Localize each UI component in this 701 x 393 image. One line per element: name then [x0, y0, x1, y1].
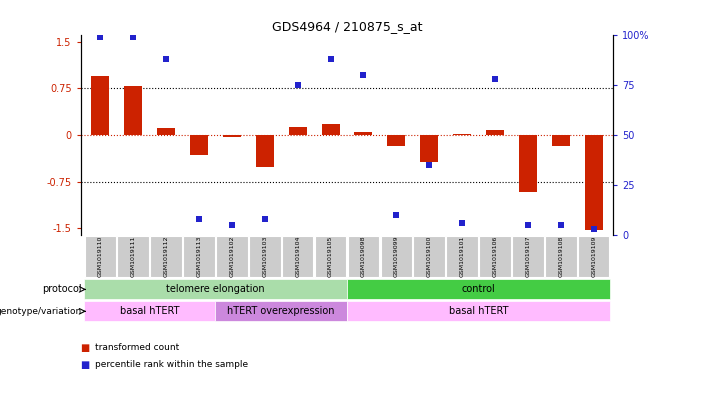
Text: GSM1019107: GSM1019107 [525, 236, 531, 277]
Text: ■: ■ [81, 343, 90, 353]
FancyBboxPatch shape [84, 279, 347, 299]
Point [128, 34, 139, 40]
Text: protocol: protocol [41, 285, 81, 294]
Text: GSM1019106: GSM1019106 [493, 236, 498, 277]
FancyBboxPatch shape [183, 236, 215, 277]
FancyBboxPatch shape [512, 236, 544, 277]
FancyBboxPatch shape [282, 236, 313, 277]
Point [555, 222, 566, 228]
Text: GSM1019100: GSM1019100 [427, 236, 432, 277]
FancyBboxPatch shape [545, 236, 576, 277]
FancyBboxPatch shape [414, 236, 445, 277]
FancyBboxPatch shape [479, 236, 511, 277]
Title: GDS4964 / 210875_s_at: GDS4964 / 210875_s_at [272, 20, 422, 33]
Text: GSM1019101: GSM1019101 [460, 236, 465, 277]
FancyBboxPatch shape [84, 301, 215, 321]
FancyBboxPatch shape [315, 236, 346, 277]
FancyBboxPatch shape [215, 301, 347, 321]
Text: GSM1019104: GSM1019104 [295, 236, 300, 277]
Text: control: control [462, 285, 496, 294]
Point [358, 72, 369, 78]
Bar [223, 135, 241, 137]
Point [259, 215, 271, 222]
FancyBboxPatch shape [118, 236, 149, 277]
Text: ■: ■ [81, 360, 90, 370]
Text: basal hTERT: basal hTERT [120, 306, 179, 316]
Bar [420, 135, 438, 162]
FancyBboxPatch shape [347, 279, 610, 299]
Text: GSM1019111: GSM1019111 [130, 236, 136, 277]
Bar [585, 135, 603, 230]
Point [193, 215, 205, 222]
Text: transformed count: transformed count [95, 343, 179, 352]
FancyBboxPatch shape [348, 236, 379, 277]
FancyBboxPatch shape [578, 236, 609, 277]
Point [390, 211, 402, 218]
Text: GSM1019113: GSM1019113 [196, 236, 201, 277]
Text: genotype/variation: genotype/variation [0, 307, 81, 316]
Point [489, 76, 501, 83]
Point [522, 222, 533, 228]
Bar [355, 132, 372, 135]
Bar [552, 135, 570, 146]
Text: hTERT overexpression: hTERT overexpression [227, 306, 335, 316]
Bar [387, 135, 405, 146]
FancyBboxPatch shape [249, 236, 280, 277]
Bar [157, 127, 175, 135]
FancyBboxPatch shape [85, 236, 116, 277]
Text: GSM1019103: GSM1019103 [262, 236, 267, 277]
FancyBboxPatch shape [347, 301, 610, 321]
Text: percentile rank within the sample: percentile rank within the sample [95, 360, 247, 369]
Text: GSM1019110: GSM1019110 [98, 236, 103, 277]
Bar [124, 86, 142, 135]
Bar [190, 135, 208, 155]
Point [292, 82, 304, 88]
Bar [91, 76, 109, 135]
FancyBboxPatch shape [447, 236, 478, 277]
Text: GSM1019109: GSM1019109 [591, 236, 596, 277]
Bar [486, 130, 504, 135]
Bar [322, 125, 339, 135]
Text: GSM1019105: GSM1019105 [328, 236, 333, 277]
FancyBboxPatch shape [381, 236, 412, 277]
Point [588, 226, 599, 232]
Bar [453, 134, 471, 135]
Point [456, 220, 468, 226]
FancyBboxPatch shape [216, 236, 247, 277]
Point [423, 162, 435, 168]
Text: GSM1019102: GSM1019102 [229, 236, 234, 277]
Point [226, 222, 238, 228]
Text: GSM1019098: GSM1019098 [361, 236, 366, 277]
Point [161, 56, 172, 62]
Point [325, 56, 336, 62]
Bar [519, 135, 537, 192]
FancyBboxPatch shape [150, 236, 182, 277]
Point [95, 34, 106, 40]
Bar [289, 127, 307, 135]
Text: basal hTERT: basal hTERT [449, 306, 508, 316]
Text: telomere elongation: telomere elongation [166, 285, 265, 294]
Text: GSM1019099: GSM1019099 [394, 236, 399, 277]
Text: GSM1019112: GSM1019112 [163, 236, 169, 277]
Text: GSM1019108: GSM1019108 [558, 236, 564, 277]
Bar [256, 135, 274, 167]
